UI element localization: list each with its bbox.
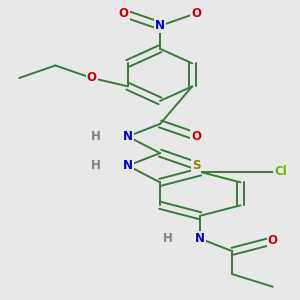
Text: N: N (155, 19, 165, 32)
Text: H: H (91, 130, 100, 143)
Text: H: H (163, 232, 173, 245)
Text: O: O (191, 130, 201, 143)
Text: N: N (123, 159, 133, 172)
Text: O: O (87, 71, 97, 85)
Text: O: O (119, 7, 129, 20)
Text: O: O (191, 7, 201, 20)
Text: O: O (268, 234, 278, 247)
Text: Cl: Cl (274, 165, 287, 178)
Text: N: N (195, 232, 205, 245)
Text: H: H (91, 159, 100, 172)
Text: N: N (123, 130, 133, 143)
Text: S: S (192, 159, 200, 172)
